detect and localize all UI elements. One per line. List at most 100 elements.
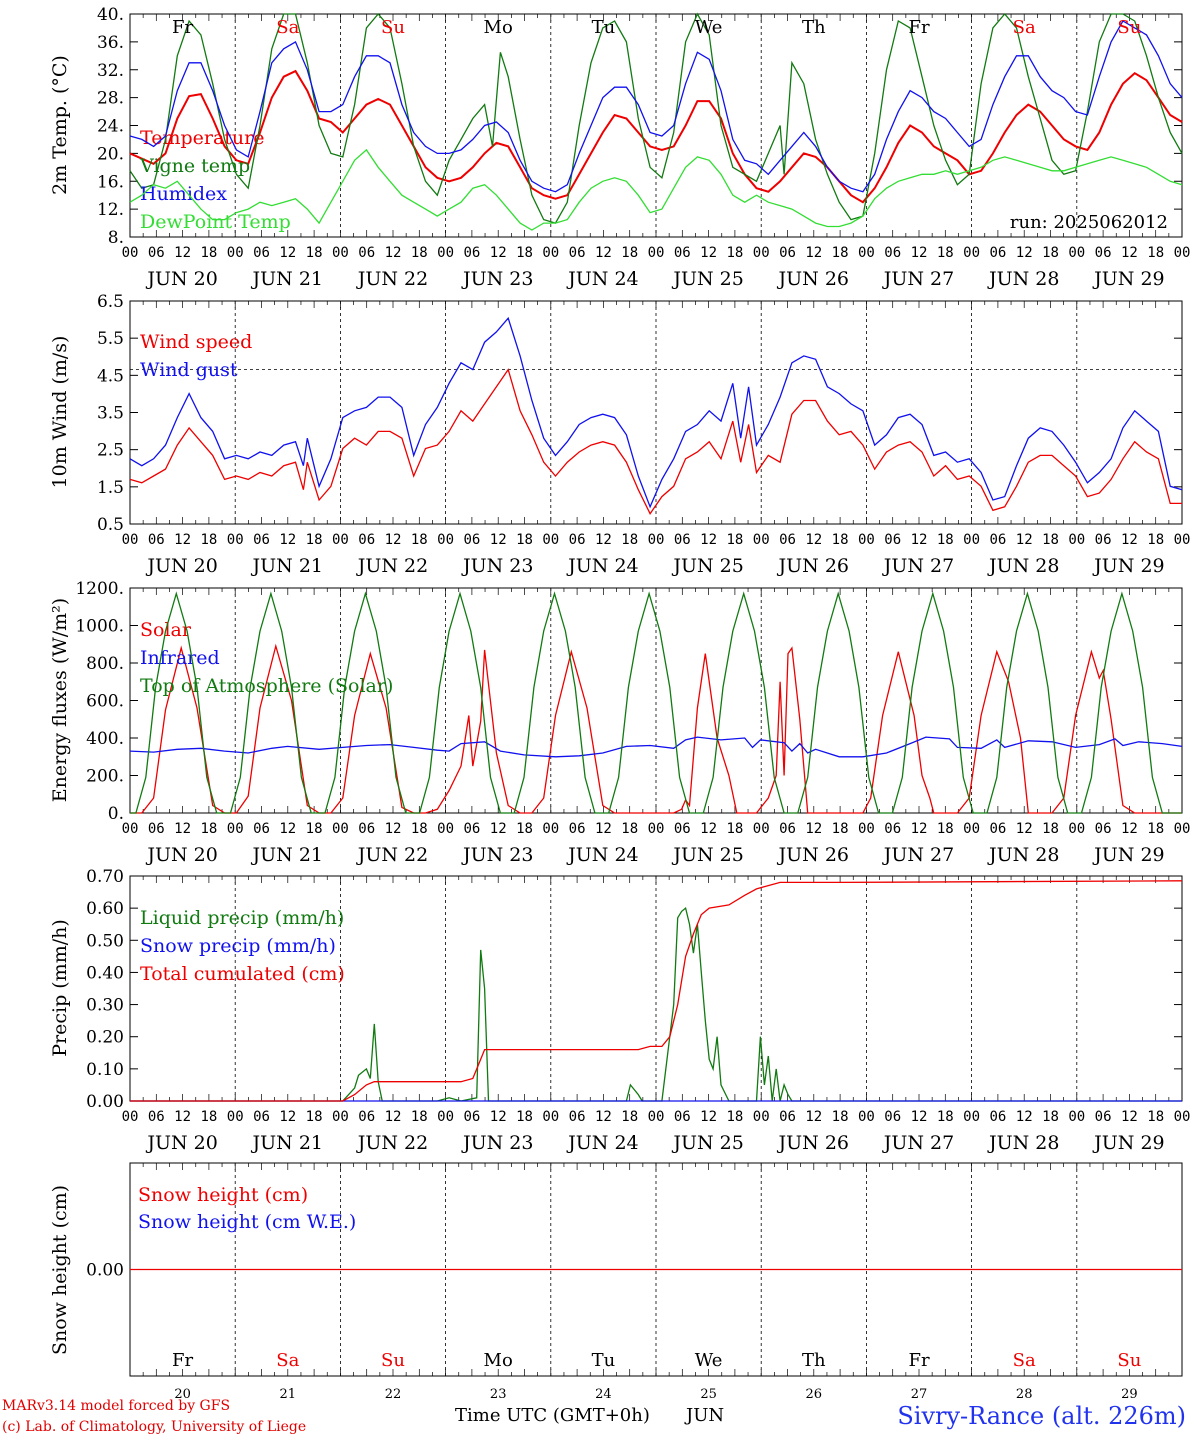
day-number-label: 22 [385, 1387, 402, 1402]
hour-tick-label: 12 [174, 1109, 191, 1125]
date-label: JUN 26 [777, 555, 849, 577]
series-line-wind-gust [129, 316, 1183, 509]
model-credit: MARv3.14 model forced by GFS [2, 1398, 231, 1414]
hour-tick-label: 00 [648, 532, 665, 548]
hour-tick-label: 12 [595, 821, 612, 837]
hour-tick-label: 06 [463, 1109, 480, 1125]
date-label: JUN 27 [882, 844, 954, 866]
date-label: JUN 28 [987, 555, 1059, 577]
hour-tick-label: 06 [253, 245, 270, 261]
y-tick-label: 16. [97, 172, 124, 192]
hour-tick-label: 06 [148, 532, 165, 548]
hour-tick-label: 00 [227, 245, 244, 261]
hour-tick-label: 06 [674, 821, 691, 837]
hour-tick-label: 18 [1147, 532, 1164, 548]
hour-tick-label: 00 [437, 532, 454, 548]
y-tick-label: 3.5 [97, 404, 124, 424]
legend-snow-height-cm-: Snow height (cm) [138, 1184, 308, 1206]
hour-tick-label: 06 [674, 245, 691, 261]
series-line-vigne-temp [129, 12, 1183, 224]
hour-tick-label: 12 [279, 532, 296, 548]
hour-tick-label: 00 [648, 821, 665, 837]
day-number-label: 21 [280, 1387, 297, 1402]
hour-tick-label: 12 [1121, 245, 1138, 261]
hour-tick-label: 18 [726, 821, 743, 837]
day-name-label: Su [1117, 17, 1141, 38]
hour-tick-label: 00 [122, 1109, 139, 1125]
y-tick-label: 36. [97, 33, 124, 53]
date-label: JUN 24 [566, 555, 638, 577]
date-label: JUN 21 [251, 1132, 323, 1154]
hour-tick-label: 00 [1068, 821, 1085, 837]
hour-tick-label: 18 [937, 245, 954, 261]
y-tick-label: 0.5 [97, 515, 124, 535]
hour-tick-label: 18 [832, 532, 849, 548]
day-name-label: Tu [592, 1350, 616, 1371]
hour-tick-label: 06 [884, 245, 901, 261]
hour-tick-label: 06 [989, 1109, 1006, 1125]
hour-tick-label: 12 [1016, 245, 1033, 261]
date-label: JUN 20 [145, 844, 217, 866]
legend-wind-speed: Wind speed [140, 331, 252, 353]
hour-tick-label: 00 [753, 821, 770, 837]
hour-tick-label: 12 [595, 245, 612, 261]
date-label: JUN 21 [251, 555, 323, 577]
hour-tick-label: 00 [332, 821, 349, 837]
hour-tick-label: 00 [858, 532, 875, 548]
y-tick-label: 20. [97, 144, 124, 164]
date-label: JUN 20 [145, 268, 217, 290]
y-tick-label: 0.00 [86, 1092, 124, 1112]
legend-humidex: Humidex [140, 183, 227, 205]
y-tick-label: 6.5 [97, 292, 124, 312]
hour-tick-label: 00 [963, 532, 980, 548]
legend-vigne-temp: Vigne temp [139, 155, 250, 177]
hour-tick-label: 00 [332, 245, 349, 261]
date-label: JUN 22 [356, 1132, 428, 1154]
day-name-label: Th [802, 1350, 826, 1371]
date-label: JUN 21 [251, 268, 323, 290]
hour-tick-label: 06 [779, 1109, 796, 1125]
hour-tick-label: 18 [832, 821, 849, 837]
hour-tick-label: 12 [1121, 821, 1138, 837]
date-label: JUN 22 [356, 844, 428, 866]
hour-tick-label: 00 [542, 532, 559, 548]
hour-tick-label: 18 [306, 532, 323, 548]
hour-tick-label: 00 [648, 1109, 665, 1125]
hour-tick-label: 00 [858, 821, 875, 837]
hour-tick-label: 18 [621, 821, 638, 837]
date-label: JUN 29 [1092, 268, 1164, 290]
hour-tick-label: 06 [253, 1109, 270, 1125]
hour-tick-label: 00 [227, 821, 244, 837]
day-number-label: 26 [806, 1387, 823, 1402]
day-name-label: Mo [484, 17, 513, 38]
y-tick-label: 0.50 [86, 931, 124, 951]
date-label: JUN 20 [145, 555, 217, 577]
series-line-dewpoint-temp [129, 148, 1183, 231]
hour-tick-label: 12 [805, 1109, 822, 1125]
date-label: JUN 29 [1092, 844, 1164, 866]
date-label: JUN 27 [882, 555, 954, 577]
hour-tick-label: 06 [674, 1109, 691, 1125]
hour-tick-label: 00 [122, 821, 139, 837]
hour-tick-label: 12 [174, 532, 191, 548]
hour-tick-label: 00 [963, 1109, 980, 1125]
legend-total-cumulated-cm-: Total cumulated (cm) [140, 963, 345, 985]
hour-tick-label: 06 [884, 1109, 901, 1125]
hour-tick-label: 18 [200, 532, 217, 548]
date-label: JUN 23 [461, 555, 533, 577]
y-tick-label: 0.70 [86, 867, 124, 887]
panel-frame [129, 300, 1183, 525]
y-axis-label: 10m Wind (m/s) [49, 336, 71, 489]
run-label: run: 2025062012 [1010, 212, 1168, 233]
hour-tick-label: 12 [805, 245, 822, 261]
hour-tick-label: 00 [437, 245, 454, 261]
hour-tick-label: 00 [1068, 1109, 1085, 1125]
hour-tick-label: 18 [1147, 245, 1164, 261]
hour-tick-label: 12 [1016, 821, 1033, 837]
hour-tick-label: 18 [621, 245, 638, 261]
hour-tick-label: 12 [805, 821, 822, 837]
day-number-label: 20 [174, 1387, 191, 1402]
y-tick-label: 0. [108, 804, 124, 824]
hour-tick-label: 06 [989, 821, 1006, 837]
